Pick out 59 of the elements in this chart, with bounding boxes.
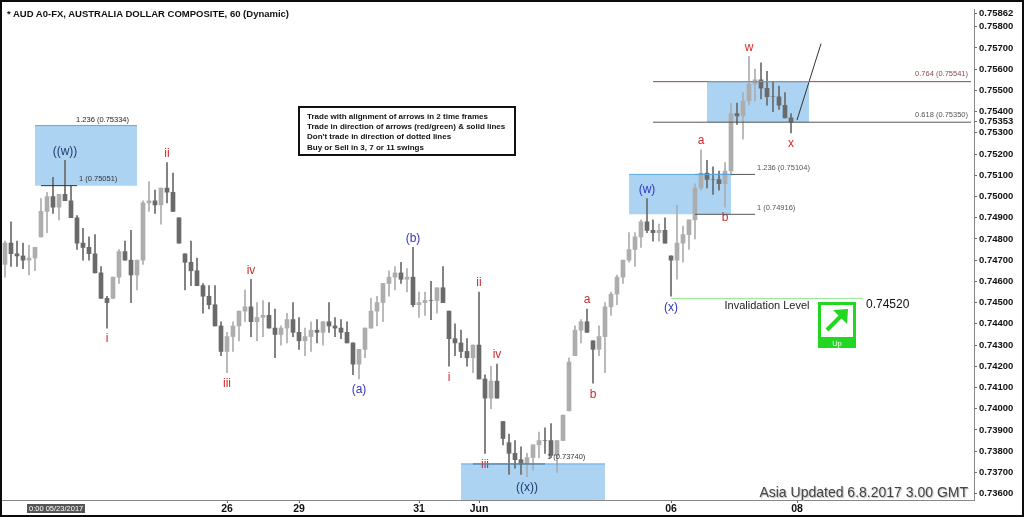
y-tick-label: 0.74900 bbox=[979, 211, 1014, 223]
annotation: ((x)) bbox=[516, 479, 538, 494]
y-tick-label: 0.75500 bbox=[979, 83, 1014, 95]
annotation: i bbox=[447, 369, 451, 384]
y-tick-label: 0.73800 bbox=[979, 444, 1014, 456]
chart-title: * AUD A0-FX, AUSTRALIA DOLLAR COMPOSITE, 60 (Dynamic) bbox=[7, 8, 290, 19]
y-tick-label: 0.74400 bbox=[979, 317, 1014, 329]
annotation: b bbox=[589, 386, 597, 401]
annotation: ((w)) bbox=[52, 143, 78, 158]
annotation: Trade in direction of arrows (red/green) & solid lines bbox=[307, 122, 507, 133]
annotation: w bbox=[743, 39, 754, 54]
annotation: x bbox=[788, 136, 794, 151]
y-tick-label: 0.74000 bbox=[979, 402, 1014, 414]
y-tick-label: 0.74100 bbox=[979, 381, 1014, 393]
y-tick-label: 0.74500 bbox=[979, 296, 1014, 308]
annotation: (a) bbox=[351, 382, 367, 397]
annotation: ii bbox=[164, 145, 170, 160]
y-tick-label: 0.74300 bbox=[979, 338, 1014, 350]
y-tick-label: 0.74800 bbox=[979, 232, 1014, 244]
y-tick-label: 0.74200 bbox=[979, 359, 1014, 371]
y-tick-label: 0.73900 bbox=[979, 423, 1014, 435]
annotation: Buy or Sell in 3, 7 or 11 swings bbox=[307, 142, 425, 153]
y-tick-label: 0.75000 bbox=[979, 190, 1014, 202]
annotation: (w) bbox=[638, 181, 656, 196]
y-tick-label: 0.73600 bbox=[979, 487, 1014, 499]
x-tick-label: Jun bbox=[469, 502, 489, 515]
y-tick-label: 0.75700 bbox=[979, 41, 1014, 53]
y-tick-label: 0.75353 bbox=[979, 115, 1014, 127]
y-tick-label: 0.75200 bbox=[979, 147, 1014, 159]
x-tick-label: 26 bbox=[221, 502, 233, 515]
annotation: iii bbox=[223, 375, 231, 390]
annotation: a bbox=[583, 292, 591, 307]
data-label: 0.74520 bbox=[866, 296, 910, 311]
annotation: Asia Updated 6.8.2017 3.00 GMT bbox=[759, 484, 968, 500]
y-tick-label: 0.75800 bbox=[979, 20, 1014, 32]
x-tick-label: 08 bbox=[791, 502, 803, 515]
y-tick-label: 0.75862 bbox=[979, 7, 1014, 19]
y-tick-label: 0.74700 bbox=[979, 253, 1014, 265]
annotation: iv bbox=[246, 262, 256, 277]
annotation: (x) bbox=[664, 299, 678, 314]
annotation: Don't trade in direction of dotted lines bbox=[307, 132, 453, 143]
annotation: Invalidation Level bbox=[724, 298, 810, 311]
y-tick-label: 0.75300 bbox=[979, 126, 1014, 138]
annotation: a bbox=[697, 133, 705, 148]
y-tick-label: 0.75400 bbox=[979, 105, 1014, 117]
annotation: iv bbox=[492, 347, 502, 362]
y-tick-label: 0.74600 bbox=[979, 275, 1014, 287]
x-tick-label: 29 bbox=[293, 502, 305, 515]
x-tick-label: 06 bbox=[665, 502, 677, 515]
annotation: b bbox=[721, 210, 729, 225]
y-tick-label: 0.75100 bbox=[979, 168, 1014, 180]
annotation: ii bbox=[476, 275, 482, 290]
y-tick-label: 0.75600 bbox=[979, 62, 1014, 74]
annotation: (b) bbox=[405, 230, 421, 245]
annotation: Trade with alignment of arrows in 2 time frames bbox=[307, 112, 489, 123]
annotation: iii bbox=[481, 456, 489, 471]
annotation: i bbox=[105, 331, 109, 346]
x-tick-label: 31 bbox=[413, 502, 425, 515]
y-tick-label: 0.73700 bbox=[979, 466, 1014, 478]
